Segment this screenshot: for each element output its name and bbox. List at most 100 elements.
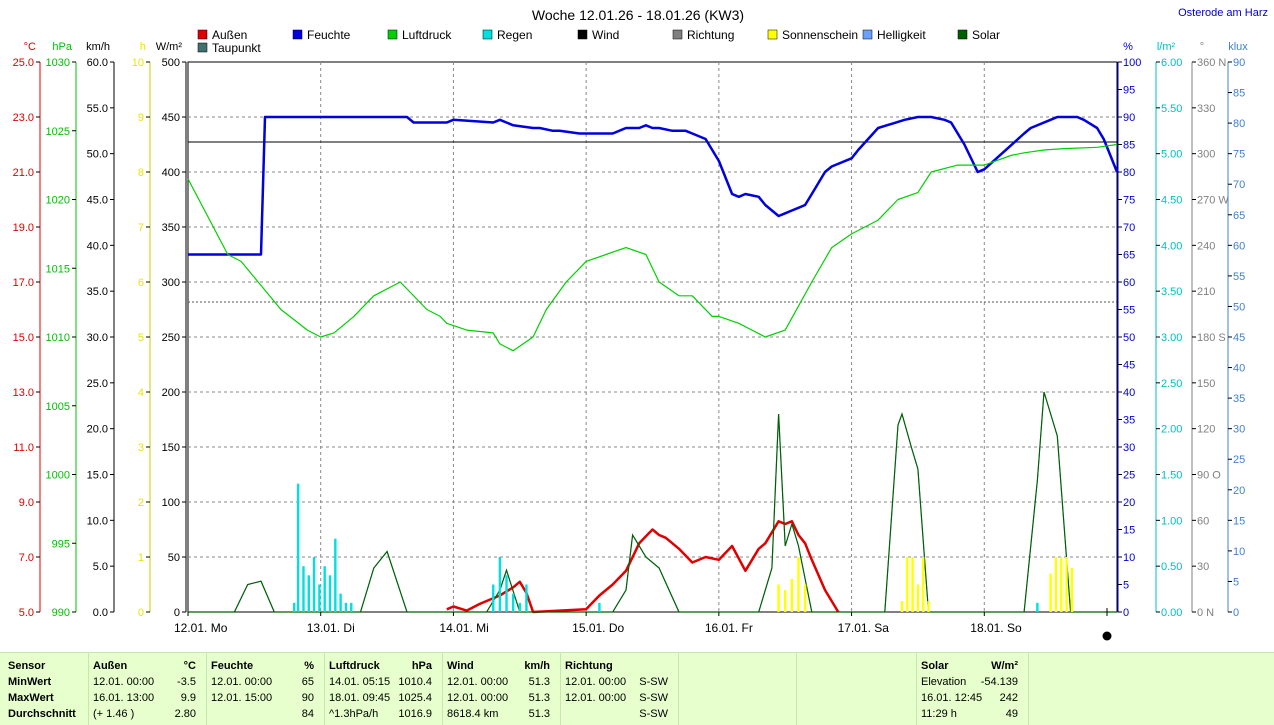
rain-bar [302, 566, 305, 612]
footer-wind-value: 51.3 [528, 692, 550, 704]
rain-bar [350, 602, 353, 612]
footer-aussen-value: 2.80 [174, 708, 196, 720]
right-axis-tick-label: 75 [1123, 195, 1135, 207]
legend-label: Wind [592, 28, 619, 42]
left-axis-tick-label: 25.0 [13, 57, 34, 69]
x-axis-label: 17.01. Sa [838, 621, 890, 635]
rain-bar [525, 584, 528, 612]
right-axis-tick-label: 330 [1197, 103, 1215, 115]
left-axis-tick-label: 1025 [46, 126, 70, 138]
right-axis-tick-label: 90 [1233, 57, 1245, 69]
right-axis-tick-label: 0 [1123, 607, 1129, 619]
footer-wind-value: 51.3 [528, 708, 550, 720]
legend-label: Außen [212, 28, 247, 42]
right-axis-tick-label: 0.50 [1161, 561, 1182, 573]
right-axis-tick-label: 40 [1233, 363, 1245, 375]
left-axis-unit: °C [24, 41, 36, 53]
footer-sensor-header: Sensor [8, 660, 46, 672]
left-axis-tick-label: 6 [138, 277, 144, 289]
legend-label: Solar [972, 28, 1000, 42]
left-axis-tick-label: 13.0 [13, 387, 34, 399]
legend-swatch [957, 29, 968, 40]
left-axis-tick-label: 200 [162, 387, 180, 399]
x-axis-labels: 12.01. Mo 13.01. Di 14.01. Mi 15.01. Do 16.0… [174, 612, 1022, 635]
footer-solar-value: 49 [1005, 708, 1018, 720]
right-axis-tick-label: 60 [1233, 240, 1245, 252]
x-axis-label: 13.01. Di [307, 621, 355, 635]
right-axis-tick-label: 2.00 [1161, 424, 1182, 436]
sunshine-bar [1049, 573, 1052, 612]
legend-swatch [767, 29, 778, 40]
sunshine-bar [1060, 557, 1063, 612]
footer-solar-time: Elevation [921, 676, 967, 688]
chart-title: Woche 12.01.26 - 18.01.26 (KW3) [532, 7, 744, 23]
footer-luftdruck-time: 18.01. 09:45 [329, 692, 391, 704]
left-axis-tick-label: 250 [162, 332, 180, 344]
left-axis-tick-label: 995 [52, 538, 70, 550]
right-axis-tick-label: 80 [1123, 167, 1135, 179]
rain-bar [511, 593, 515, 612]
sunshine-bar [777, 584, 780, 612]
legend-swatch [387, 29, 398, 40]
x-axis-label: 16.01. Fr [705, 621, 753, 635]
footer-richtung-value: S-SW [639, 708, 668, 720]
left-axis-tick-label: 5.0 [19, 607, 34, 619]
sunshine-bar [900, 601, 904, 612]
right-axis-tick-label: 45 [1123, 360, 1135, 372]
right-axis-tick-label: 50 [1233, 301, 1245, 313]
left-axis-tick-label: 17.0 [13, 277, 34, 289]
right-axis-unit: l/m² [1157, 41, 1176, 53]
right-axis-tick-label: 85 [1233, 88, 1245, 100]
footer-richtung-col: Richtung 12.01. 00:00 S-SW 12.01. 00:00 S-SW… [560, 653, 679, 725]
right-axis-tick-label: 15 [1233, 515, 1245, 527]
legend-label: Luftdruck [402, 28, 452, 42]
left-axis-tick-label: 100 [162, 497, 180, 509]
sunshine-bar [911, 557, 914, 612]
right-axis-tick-label: 25 [1233, 454, 1245, 466]
left-axis-tick-label: 50.0 [87, 149, 108, 161]
left-axis-tick-label: 1000 [46, 470, 70, 482]
sunshine-bar [803, 584, 807, 612]
footer-empty-col-1 [678, 653, 797, 725]
left-axis-tick-label: 1015 [46, 263, 70, 275]
left-axis-tick-label: 55.0 [87, 103, 108, 115]
legend-swatch [862, 29, 873, 40]
right-axis-tick-label: 65 [1233, 210, 1245, 222]
sunshine-bar [1070, 568, 1074, 612]
left-axis-tick-label: 19.0 [13, 222, 34, 234]
left-axis-tick-label: 15.0 [87, 470, 108, 482]
right-axis-unit: % [1123, 41, 1133, 53]
right-axis-tick-label: 360 N [1197, 57, 1226, 69]
right-axis-tick-label: 70 [1233, 179, 1245, 191]
footer-aussen-col: Außen °C 12.01. 00:00 -3.5 16.01. 13:00 9.9 (+… [88, 653, 207, 725]
left-axis-tick-label: 11.0 [13, 442, 34, 454]
left-axis-tick-label: 7.0 [19, 552, 34, 564]
right-axis-tick-label: 90 O [1197, 470, 1221, 482]
left-axis-tick-label: 15.0 [13, 332, 34, 344]
solar-line [188, 391, 1117, 613]
left-axis-tick-label: 400 [162, 167, 180, 179]
right-axis-tick-label: 35 [1233, 393, 1245, 405]
right-axis-tick-label: 25 [1123, 470, 1135, 482]
x-axis-label: 14.01. Mi [439, 621, 488, 635]
right-axis-tick-label: 40 [1123, 387, 1135, 399]
rain-bar [598, 602, 601, 612]
footer-solar-header: Solar [921, 660, 949, 672]
legend-swatch [672, 29, 683, 40]
right-axis-tick-label: 10 [1233, 546, 1245, 558]
footer-solar-value: 242 [999, 692, 1018, 704]
legend-label: Feuchte [307, 28, 351, 42]
footer-richtung-time: 12.01. 00:00 [565, 676, 627, 688]
rain-bar [492, 584, 495, 612]
legend-swatch [482, 29, 493, 40]
right-axis-unit: ° [1200, 41, 1204, 53]
footer-min-label: MinWert [8, 676, 52, 688]
right-axis-tick-label: 3.50 [1161, 286, 1182, 298]
footer-richtung-value: S-SW [639, 676, 668, 688]
legend-swatch [292, 29, 303, 40]
rain-bar [312, 557, 316, 612]
location-label: Osterode am Harz [1178, 7, 1268, 19]
left-axis-tick-label: 1020 [46, 195, 70, 207]
left-axis-tick-label: 1 [138, 552, 144, 564]
right-axis-tick-label: 15 [1123, 525, 1135, 537]
